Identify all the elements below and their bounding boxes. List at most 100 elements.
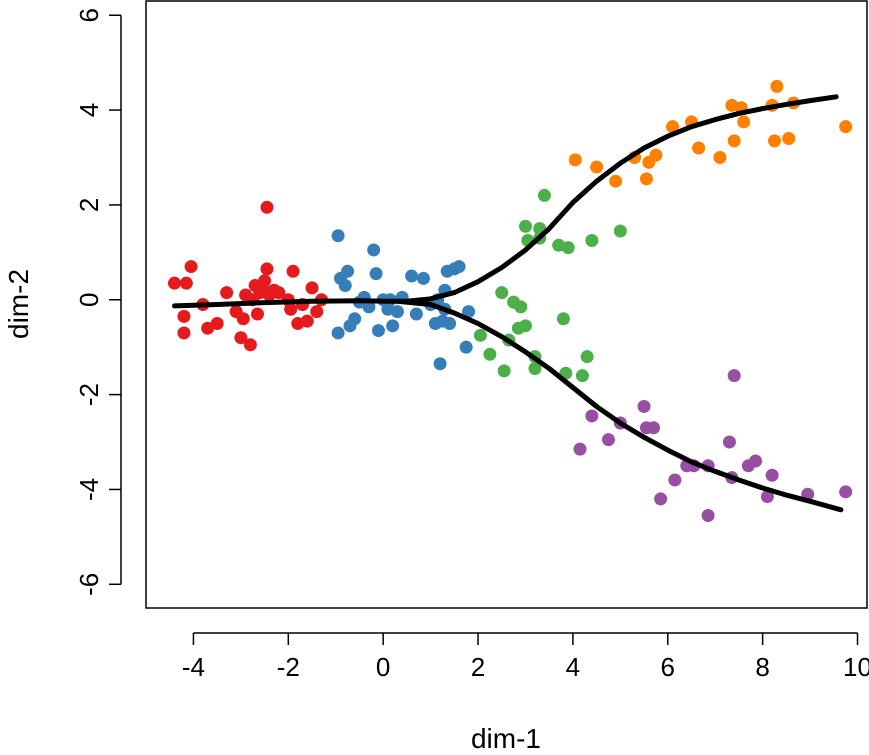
data-point	[701, 509, 715, 523]
data-point	[443, 316, 457, 330]
data-point	[286, 264, 300, 278]
data-point	[433, 357, 447, 371]
data-point	[473, 328, 487, 342]
data-point	[601, 433, 615, 447]
data-point	[497, 364, 511, 378]
data-point	[179, 276, 193, 290]
data-point	[639, 172, 653, 186]
data-point	[258, 274, 272, 288]
x-tick-label: 6	[661, 652, 675, 682]
data-point	[760, 490, 774, 504]
data-point	[713, 150, 727, 164]
x-axis: -4 -2 0 2 4 6 8 10	[182, 632, 869, 682]
data-point	[727, 369, 741, 383]
data-point	[338, 279, 352, 293]
data-point	[590, 160, 604, 174]
y-tick-label: 6	[74, 8, 104, 22]
data-point	[405, 269, 419, 283]
x-tick-label: -2	[277, 652, 300, 682]
y-tick-label: 2	[74, 198, 104, 212]
data-point	[749, 454, 763, 468]
data-point	[416, 271, 430, 285]
data-point	[666, 120, 680, 134]
data-point	[348, 312, 362, 326]
data-point	[518, 319, 532, 333]
data-point	[234, 331, 248, 345]
data-point	[580, 350, 594, 364]
data-point	[272, 286, 286, 300]
data-point	[331, 229, 345, 243]
data-point	[727, 134, 741, 148]
data-point	[668, 473, 682, 487]
data-point	[341, 264, 355, 278]
data-point	[210, 316, 224, 330]
x-tick-label: -4	[182, 652, 205, 682]
data-point	[409, 307, 423, 321]
data-point	[768, 134, 782, 148]
y-tick-label: -2	[74, 383, 104, 406]
data-point	[561, 241, 575, 255]
data-point	[184, 260, 198, 274]
x-tick-label: 10	[843, 652, 869, 682]
data-point	[305, 281, 319, 295]
data-point	[556, 312, 570, 326]
y-tick-label: -6	[74, 573, 104, 596]
data-point	[692, 141, 706, 155]
y-tick-label: -4	[74, 478, 104, 501]
data-point	[260, 200, 274, 214]
trajectory-curve	[172, 94, 839, 309]
data-point	[575, 369, 589, 383]
data-point	[310, 305, 324, 319]
trajectory-curves	[172, 94, 844, 513]
data-point	[386, 319, 400, 333]
data-point	[839, 120, 853, 134]
data-point	[495, 286, 509, 300]
data-point	[284, 302, 298, 316]
data-point	[452, 260, 466, 274]
data-point	[250, 307, 264, 321]
data-point	[782, 132, 796, 146]
data-point	[568, 153, 582, 167]
data-point	[177, 326, 191, 340]
data-point	[236, 312, 250, 326]
x-tick-label: 0	[376, 652, 390, 682]
data-point	[367, 243, 381, 257]
data-point	[518, 219, 532, 233]
data-point	[765, 468, 779, 482]
data-point	[537, 188, 551, 202]
y-axis: -6 -4 -2 0 2 4 6	[74, 8, 122, 596]
data-point	[609, 174, 623, 188]
data-point	[613, 224, 627, 238]
data-point	[260, 262, 274, 276]
data-point	[637, 399, 651, 413]
data-point	[654, 492, 668, 506]
data-point	[362, 300, 376, 314]
data-point	[462, 305, 476, 319]
x-tick-label: 2	[471, 652, 485, 682]
data-point	[528, 362, 542, 376]
data-point	[369, 267, 383, 281]
data-points	[167, 79, 853, 523]
y-tick-label: 4	[74, 103, 104, 117]
data-point	[220, 286, 234, 300]
x-tick-label: 4	[566, 652, 580, 682]
data-point	[585, 409, 599, 423]
data-point	[514, 300, 528, 314]
data-point	[459, 340, 473, 354]
data-point	[737, 115, 751, 129]
data-point	[722, 435, 736, 449]
x-tick-label: 8	[755, 652, 769, 682]
data-point	[483, 347, 497, 361]
data-point	[167, 276, 181, 290]
data-point	[390, 305, 404, 319]
data-point	[647, 421, 661, 435]
data-point	[573, 442, 587, 456]
plot-frame	[145, 0, 868, 609]
data-point	[243, 338, 257, 352]
data-point	[839, 485, 853, 499]
x-axis-title: dim-1	[471, 723, 541, 754]
data-point	[177, 309, 191, 323]
trajectory-curve	[394, 298, 844, 513]
data-point	[331, 326, 345, 340]
